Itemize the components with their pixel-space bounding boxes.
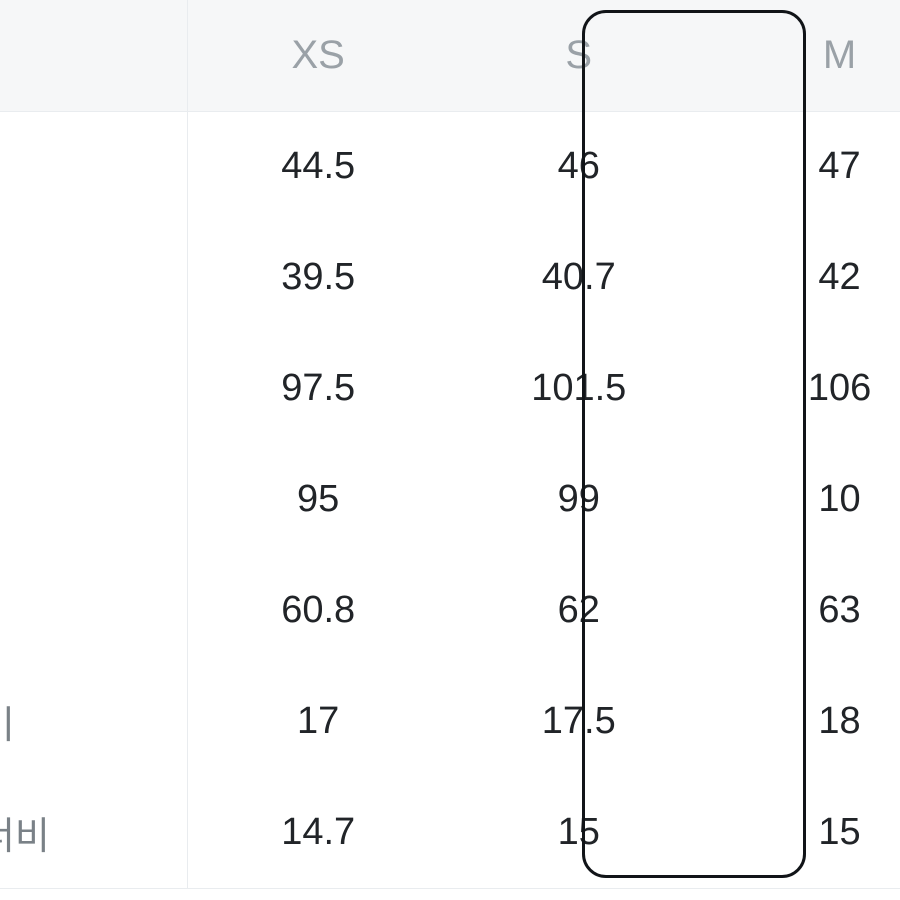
cell: 17.5 <box>448 666 709 777</box>
cell: 101.5 <box>448 333 709 444</box>
table-row: 길이 60.8 62 63 <box>0 555 900 666</box>
cell: 42 <box>709 222 900 333</box>
cell: 99 <box>448 444 709 555</box>
row-label: 둘레 <box>0 333 188 444</box>
table-row: 둘레 95 99 10 <box>0 444 900 555</box>
row-label: 길이 <box>0 555 188 666</box>
cell: 62 <box>448 555 709 666</box>
cell: 106 <box>709 333 900 444</box>
row-label: 너비 <box>0 222 188 333</box>
cell: 39.5 <box>188 222 449 333</box>
cell: 10 <box>709 444 900 555</box>
cell: 18 <box>709 666 900 777</box>
size-table: 즈 XS S M 이 44.5 46 47 너비 39.5 40.7 42 둘레… <box>0 0 900 889</box>
table-row: 둘레 97.5 101.5 106 <box>0 333 900 444</box>
cell: 95 <box>188 444 449 555</box>
row-label: 둘레 <box>0 444 188 555</box>
cell: 63 <box>709 555 900 666</box>
size-table-body: 이 44.5 46 47 너비 39.5 40.7 42 둘레 97.5 101… <box>0 111 900 888</box>
row-label: 부리너비 <box>0 777 188 888</box>
cell: 60.8 <box>188 555 449 666</box>
size-header-m[interactable]: M <box>709 0 900 111</box>
cell: 15 <box>448 777 709 888</box>
cell: 97.5 <box>188 333 449 444</box>
cell: 47 <box>709 111 900 222</box>
table-row: 부리너비 14.7 15 15 <box>0 777 900 888</box>
row-label: 통너비 <box>0 666 188 777</box>
size-header-row: 즈 XS S M <box>0 0 900 111</box>
cell: 15 <box>709 777 900 888</box>
cell: 44.5 <box>188 111 449 222</box>
table-row: 너비 39.5 40.7 42 <box>0 222 900 333</box>
row-label: 이 <box>0 111 188 222</box>
table-row: 통너비 17 17.5 18 <box>0 666 900 777</box>
cell: 14.7 <box>188 777 449 888</box>
cell: 40.7 <box>448 222 709 333</box>
row-label-header: 즈 <box>0 0 188 111</box>
cell: 17 <box>188 666 449 777</box>
size-header-s[interactable]: S <box>448 0 709 111</box>
size-header-xs[interactable]: XS <box>188 0 449 111</box>
table-row: 이 44.5 46 47 <box>0 111 900 222</box>
cell: 46 <box>448 111 709 222</box>
